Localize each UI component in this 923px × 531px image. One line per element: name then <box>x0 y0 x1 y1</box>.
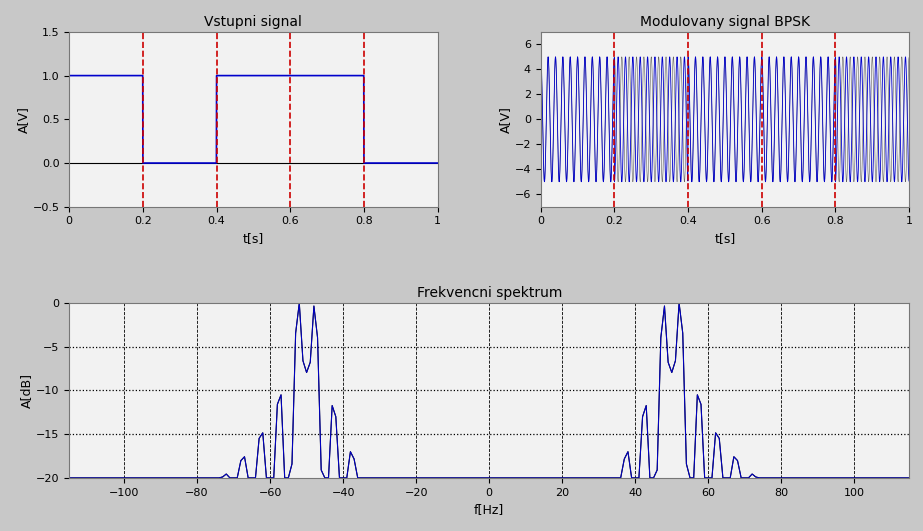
Title: Vstupni signal: Vstupni signal <box>205 15 303 29</box>
X-axis label: t[s]: t[s] <box>714 232 736 245</box>
Title: Modulovany signal BPSK: Modulovany signal BPSK <box>640 15 810 29</box>
X-axis label: t[s]: t[s] <box>243 232 264 245</box>
X-axis label: f[Hz]: f[Hz] <box>474 503 504 516</box>
Title: Frekvencni spektrum: Frekvencni spektrum <box>416 286 562 301</box>
Y-axis label: A[dB]: A[dB] <box>20 373 33 408</box>
Y-axis label: A[V]: A[V] <box>498 106 511 133</box>
Y-axis label: A[V]: A[V] <box>17 106 30 133</box>
